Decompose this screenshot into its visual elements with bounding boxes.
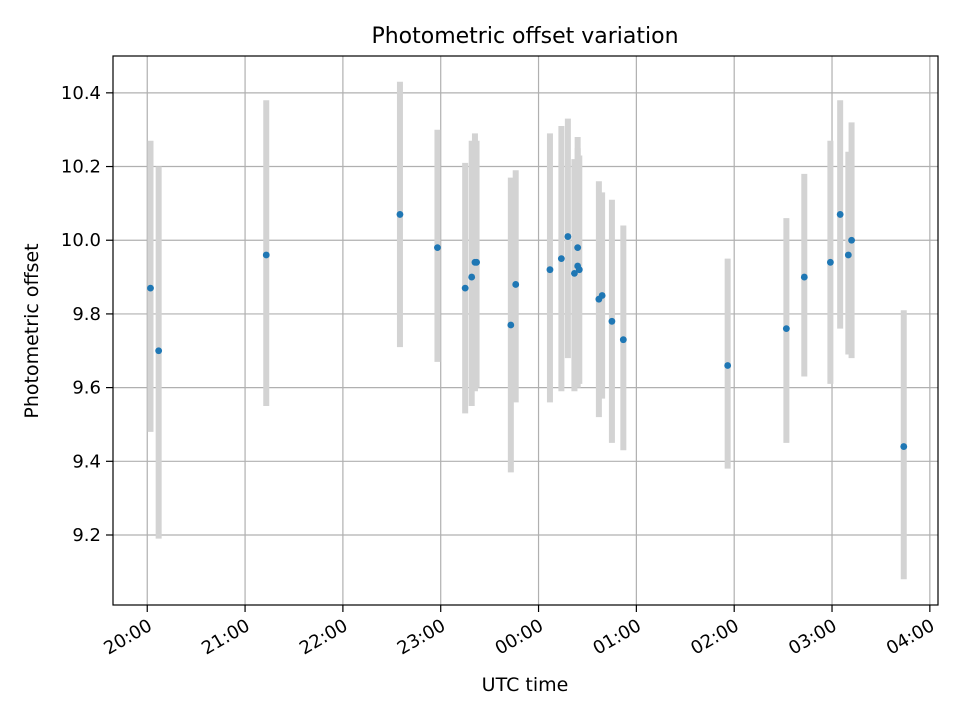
data-point	[571, 269, 578, 277]
data-point	[782, 325, 790, 333]
y-tick-label: 9.6	[72, 378, 101, 399]
y-axis-ticks: 9.2 9.4 9.6 9.8 10.0 10.2 10.4	[61, 83, 113, 546]
y-tick-label: 10.4	[61, 83, 101, 104]
y-tick-label: 9.8	[72, 304, 101, 325]
data-point	[468, 273, 476, 281]
data-point	[724, 362, 732, 369]
data-point	[507, 321, 515, 329]
x-tick-label: 02:00	[687, 615, 742, 659]
data-point	[836, 211, 844, 218]
data-point	[557, 255, 565, 263]
data-point	[262, 251, 270, 259]
x-tick-label: 01:00	[589, 615, 644, 659]
x-tick-label: 04:00	[883, 615, 938, 659]
x-tick-label: 23:00	[394, 615, 449, 659]
x-tick-label: 00:00	[492, 615, 547, 659]
x-tick-label: 20:00	[100, 615, 155, 659]
data-point	[574, 244, 582, 251]
y-axis-label: Photometric offset	[21, 243, 43, 418]
data-point	[608, 317, 616, 325]
y-tick-label: 9.4	[72, 451, 101, 472]
data-point	[546, 266, 554, 274]
y-tick-label: 10.2	[61, 157, 101, 178]
data-point	[619, 336, 627, 344]
grid	[113, 56, 938, 605]
data-point	[461, 284, 469, 292]
data-point	[473, 258, 480, 266]
data-point	[826, 258, 834, 266]
y-tick-label: 10.0	[61, 230, 101, 251]
data-point	[598, 292, 606, 299]
data-point	[900, 443, 908, 450]
error-bars	[147, 81, 907, 580]
x-tick-label: 03:00	[785, 615, 840, 659]
y-tick-label: 9.2	[72, 525, 101, 546]
x-axis-label: UTC time	[482, 674, 569, 696]
data-point	[147, 284, 154, 292]
x-tick-label: 21:00	[198, 615, 253, 659]
data-point	[800, 273, 808, 281]
data-point	[848, 236, 855, 244]
data-point	[512, 281, 520, 288]
data-point	[434, 244, 441, 251]
chart-title: Photometric offset variation	[371, 24, 678, 49]
data-point	[844, 251, 852, 259]
x-axis-ticks: 20:00 21:00 22:00 23:00 00:00 01:00 02:00 03:00…	[100, 605, 938, 659]
x-tick-label: 22:00	[296, 615, 351, 659]
data-point	[155, 347, 163, 355]
data-points	[147, 211, 908, 450]
data-point	[564, 233, 572, 240]
plot-frame	[112, 55, 939, 606]
data-point	[396, 211, 404, 218]
data-point	[575, 266, 583, 274]
